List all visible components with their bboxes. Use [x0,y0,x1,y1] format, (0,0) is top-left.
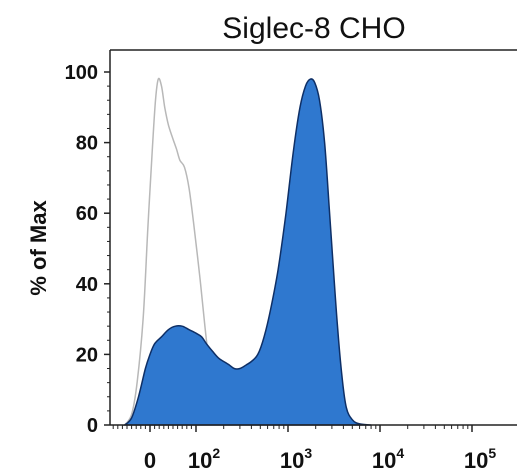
y-tick-label: 0 [87,415,98,437]
x-tick-label: 102 [188,445,220,470]
y-axis-label: % of Max [26,200,51,296]
y-tick-label: 60 [76,203,98,225]
y-axis: 0 20 40 60 80 100 [65,62,110,437]
x-tick-label: 103 [280,445,312,470]
y-tick-label: 80 [76,133,98,155]
x-tick-label: 105 [464,445,496,470]
y-tick-label: 100 [65,62,98,84]
chart-title: Siglec-8 CHO [222,12,405,45]
y-tick-label: 40 [76,274,98,296]
x-tick-label: 0 [144,448,156,470]
x-axis: 0 102 103 104 105 [112,425,496,470]
series-layer [122,77,372,426]
y-tick-label: 20 [76,344,98,366]
histogram-filled-area [122,78,372,426]
x-tick-label: 104 [372,445,404,470]
